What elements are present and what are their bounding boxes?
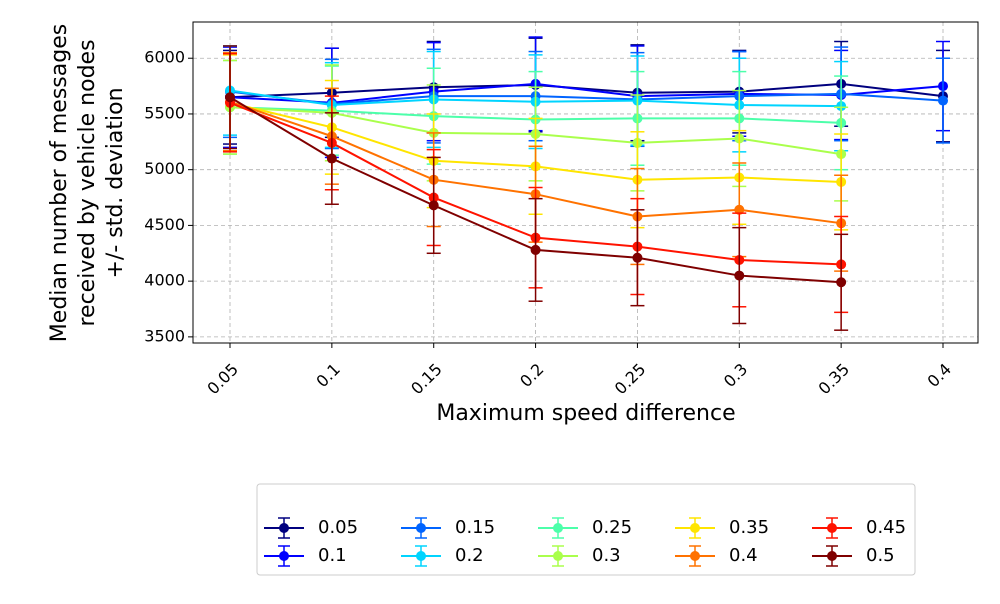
- y-axis-label-line: received by vehicle nodes: [75, 39, 100, 326]
- data-point: [632, 252, 643, 263]
- data-point: [530, 244, 541, 255]
- legend-label: 0.3: [592, 545, 621, 566]
- legend-key: [812, 545, 852, 567]
- legend-label: 0.35: [729, 517, 769, 538]
- legend-key: [812, 517, 852, 539]
- x-tick-label: 0.15: [407, 360, 446, 399]
- legend-key: [538, 517, 578, 539]
- x-tick-label: 0.3: [720, 360, 751, 391]
- legend-key-marker: [416, 551, 426, 561]
- x-tick-label: 0.35: [815, 360, 854, 399]
- y-axis-label-line: Median number of messages: [47, 24, 72, 342]
- legend-label: 0.4: [729, 545, 758, 566]
- plot-frame: [192, 21, 979, 344]
- legend-key-marker: [279, 523, 289, 533]
- legend-key: [264, 545, 304, 567]
- legend-label: 0.45: [866, 517, 906, 538]
- legend-key-marker: [553, 551, 563, 561]
- y-tick-label: 4000: [144, 271, 185, 290]
- legend-label: 0.1: [318, 545, 347, 566]
- y-tick-label: 5000: [144, 159, 185, 178]
- legend-key-marker: [553, 523, 563, 533]
- legend-key: [401, 517, 441, 539]
- legend-label: 0.2: [455, 545, 484, 566]
- legend-key-marker: [416, 523, 426, 533]
- y-axis-label: Median number of messages received by veh…: [47, 24, 128, 342]
- legend-key-marker: [279, 551, 289, 561]
- legend-label: 0.15: [455, 517, 495, 538]
- legend-label: 0.25: [592, 517, 632, 538]
- legend-key: [675, 517, 715, 539]
- data-point: [938, 95, 948, 106]
- x-tick-label: 0.4: [924, 360, 955, 391]
- legend-key-marker: [827, 551, 837, 561]
- y-tick-label: 4500: [144, 215, 185, 234]
- y-tick-label: 6000: [144, 48, 185, 67]
- legend-key-marker: [827, 523, 837, 533]
- data-point: [836, 277, 847, 288]
- series-line: [229, 90, 944, 105]
- x-tick-label: 0.25: [611, 360, 650, 399]
- legend-key: [675, 545, 715, 567]
- legend-key: [401, 545, 441, 567]
- legend-key-marker: [690, 551, 700, 561]
- y-tick-label: 5500: [144, 103, 185, 122]
- data-point: [734, 204, 745, 215]
- legend-key: [538, 545, 578, 567]
- legend-key-marker: [690, 523, 700, 533]
- y-axis-label-line: +/- std. deviation: [103, 87, 128, 278]
- legend-key: [264, 517, 304, 539]
- series-line: [229, 82, 944, 99]
- data-point: [428, 200, 439, 211]
- legend-label: 0.5: [866, 545, 895, 566]
- x-tick-label: 0.2: [516, 360, 547, 391]
- x-axis-label: Maximum speed difference: [436, 401, 735, 426]
- x-tick-label: 0.05: [203, 360, 242, 399]
- data-point: [326, 153, 337, 164]
- data-point: [734, 270, 745, 281]
- data-point: [225, 92, 235, 103]
- legend-label: 0.05: [318, 517, 358, 538]
- y-tick-label: 3500: [144, 326, 185, 345]
- x-tick-label: 0.1: [312, 360, 343, 391]
